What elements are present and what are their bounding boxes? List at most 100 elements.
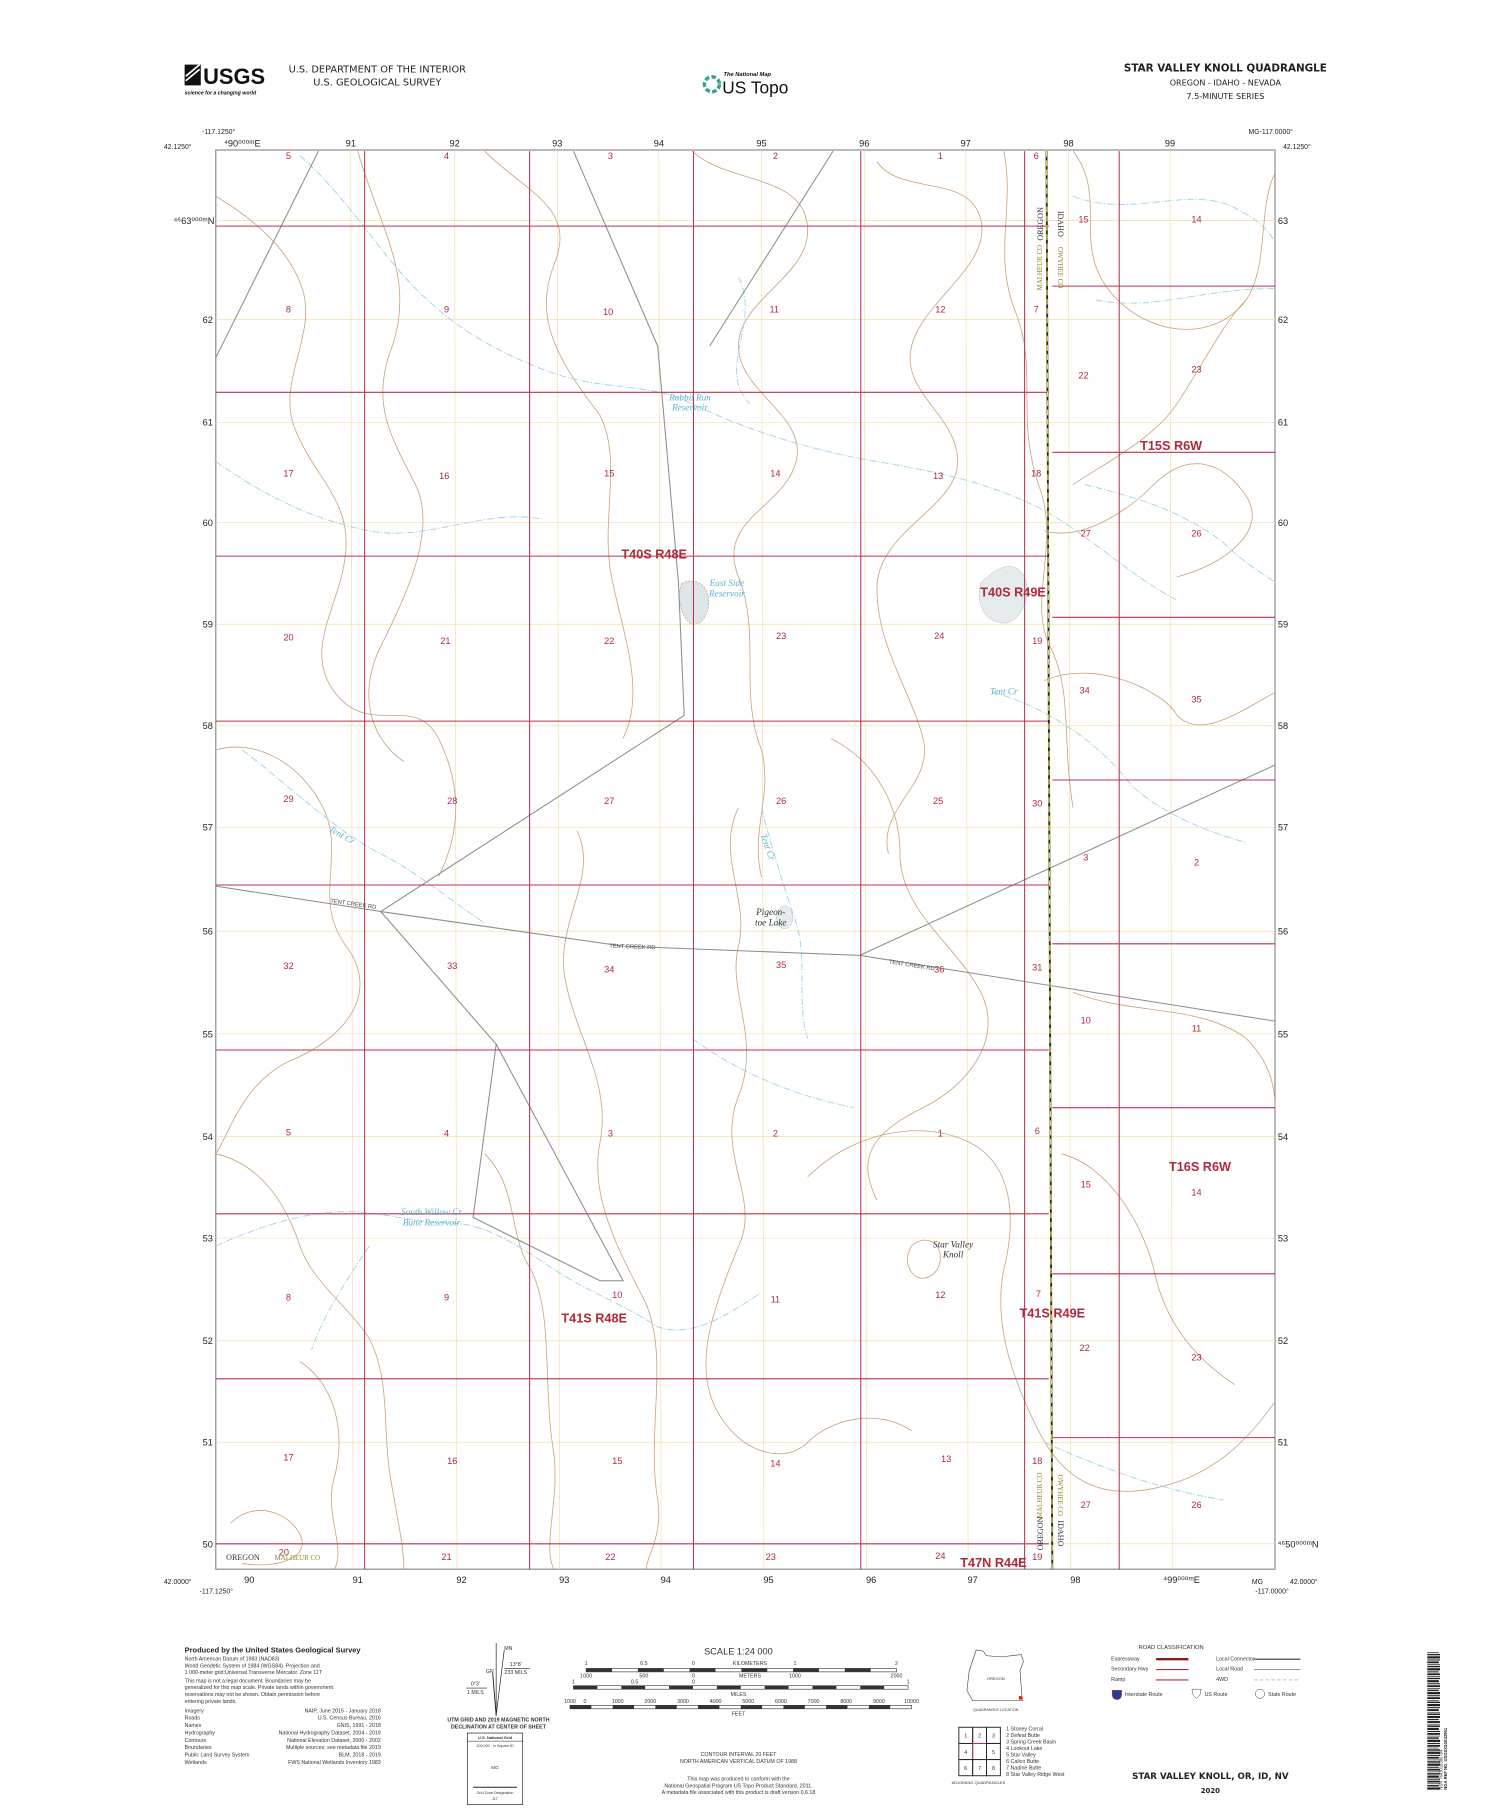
township-label: T41S R49E — [1020, 1307, 1086, 1321]
svg-text:11T: 11T — [492, 1797, 499, 1801]
northing-tick-label: 53 — [203, 1234, 213, 1244]
barcode-bar — [1427, 1735, 1440, 1737]
section-number: 8 — [286, 305, 291, 315]
northing-tick-label: 50 — [203, 1539, 213, 1549]
source-value: BLM, 2018 - 2019 — [339, 1753, 381, 1759]
section-number: 34 — [604, 965, 614, 975]
barcode-bar — [1427, 1749, 1440, 1751]
barcode-bar — [1427, 1744, 1440, 1747]
section-number: 20 — [283, 632, 293, 642]
section-number: 34 — [1079, 685, 1089, 695]
wetland-area — [979, 566, 1028, 624]
township-label: T41S R48E — [561, 1311, 627, 1325]
easting-tick-label: 94 — [654, 139, 664, 149]
svg-text:science for a changing world: science for a changing world — [185, 91, 257, 97]
km-tick-label: 1 — [585, 1661, 588, 1667]
barcode: NSN 7643016390794 NGA REF NO. USGSX24K42… — [1427, 1652, 1448, 1790]
northing-tick-label: 59 — [1278, 620, 1288, 630]
svg-text:DECLINATION AT CENTER OF SHEET: DECLINATION AT CENTER OF SHEET — [451, 1724, 547, 1730]
svg-text:Produced by the United States: Produced by the United States Geological… — [185, 1645, 362, 1654]
agency-line-2: U.S. GEOLOGICAL SURVEY — [313, 77, 441, 88]
barcode-bar — [1427, 1723, 1440, 1725]
ft-tick-label: 7000 — [808, 1699, 820, 1705]
section-number: 31 — [1032, 962, 1042, 972]
utm-easting-line — [863, 151, 867, 1570]
easting-tick-label: 94 — [661, 1575, 671, 1585]
svg-text:1 MILS: 1 MILS — [467, 1690, 484, 1696]
barcode-bar — [1427, 1711, 1440, 1713]
section-number: 27 — [1081, 529, 1091, 539]
svg-text:National Geospatial Program US: National Geospatial Program US Topo Prod… — [664, 1783, 812, 1789]
section-number: 28 — [447, 796, 457, 806]
barcode-bar — [1427, 1653, 1440, 1656]
quadrangle-location-map: OREGON QUADRANGLE LOCATION — [966, 1649, 1024, 1712]
ft-tick-label: 8000 — [840, 1699, 852, 1705]
south-willow-label: South Willow Cr — [401, 1207, 462, 1217]
barcode-bar — [1427, 1692, 1440, 1695]
svg-text:42.0000°: 42.0000° — [164, 1578, 192, 1586]
svg-text:MN: MN — [504, 1646, 512, 1652]
utm-easting-line — [556, 151, 560, 1570]
route-label: Interstate Route — [1125, 1692, 1163, 1698]
section-number: 21 — [441, 1552, 451, 1562]
section-number: 33 — [447, 961, 457, 971]
barcode-bar — [1427, 1685, 1440, 1688]
source-name: Hydrography — [185, 1730, 216, 1736]
barcode-bar — [1427, 1689, 1439, 1692]
svg-text:The National Map: The National Map — [723, 72, 771, 78]
barcode-bar — [1427, 1773, 1440, 1775]
northing-tick-label: 54 — [203, 1132, 213, 1142]
section-number: 8 — [286, 1292, 291, 1302]
svg-text:A metadata file associated wit: A metadata file associated with this pro… — [662, 1790, 816, 1796]
easting-tick-label: 91 — [353, 1575, 363, 1585]
easting-tick-label: 96 — [859, 139, 869, 149]
svg-text:toe Lake: toe Lake — [755, 917, 787, 927]
svg-text:USGS: USGS — [203, 64, 265, 89]
scale-bar-segment — [612, 1705, 635, 1709]
adjoining-cell-number: 6 — [964, 1766, 967, 1772]
scale-bar-segment — [764, 1685, 789, 1690]
svg-text:233 MILS: 233 MILS — [504, 1670, 527, 1676]
northing-tick-label: 55 — [203, 1029, 213, 1039]
barcode-bar — [1427, 1652, 1439, 1653]
easting-tick-label: ⁴90⁰⁰⁰ᵐE — [224, 139, 261, 149]
adjoining-name: 6 Calico Butte — [1006, 1759, 1039, 1765]
section-number: 14 — [770, 469, 780, 479]
barcode-bar — [1427, 1778, 1440, 1780]
easting-tick-label: 98 — [1070, 1575, 1080, 1585]
easting-tick-label: 92 — [456, 1575, 466, 1585]
section-number: 14 — [770, 1459, 780, 1469]
km-tick-label: 2 — [895, 1661, 898, 1667]
scale-bar-segment — [669, 1685, 693, 1690]
section-number: 19 — [1032, 636, 1042, 646]
source-value: National Elevation Dataset, 2000 - 2002 — [287, 1738, 381, 1744]
section-number: 22 — [604, 636, 614, 646]
svg-text:MG: MG — [491, 1765, 499, 1770]
us-route-shield-icon — [1191, 1688, 1202, 1699]
ft-tick-label: 1000 — [612, 1699, 624, 1705]
oregon-label: OREGON — [1036, 207, 1045, 241]
m-tick-label: 1000 — [789, 1674, 801, 1680]
utm-easting-line — [761, 151, 765, 1570]
section-number: 11 — [771, 1295, 781, 1305]
barcode-bar — [1427, 1739, 1440, 1742]
barcode-bar — [1427, 1713, 1440, 1715]
barcode-bar — [1427, 1659, 1440, 1661]
roads — [215, 150, 1276, 1282]
rabbit-run-label: Rabbit Run — [668, 392, 711, 402]
barcode-bar — [1427, 1709, 1439, 1711]
section-number: 1 — [938, 151, 943, 161]
quadrangle-title: STAR VALLEY KNOLL QUADRANGLE — [1124, 63, 1327, 75]
road-class-label: Expressway — [1111, 1656, 1140, 1662]
ft-tick-label: 1000 — [564, 1699, 576, 1705]
northing-tick-label: 62 — [1278, 315, 1288, 325]
svg-text:MG-117.0000°: MG-117.0000° — [1248, 128, 1293, 136]
section-number: 21 — [440, 636, 450, 646]
utm-easting-line — [350, 151, 354, 1570]
section-number: 6 — [1035, 1126, 1040, 1136]
barcode-bar — [1427, 1761, 1440, 1763]
section-number: 13 — [941, 1454, 951, 1464]
section-number: 7 — [1036, 1289, 1041, 1299]
